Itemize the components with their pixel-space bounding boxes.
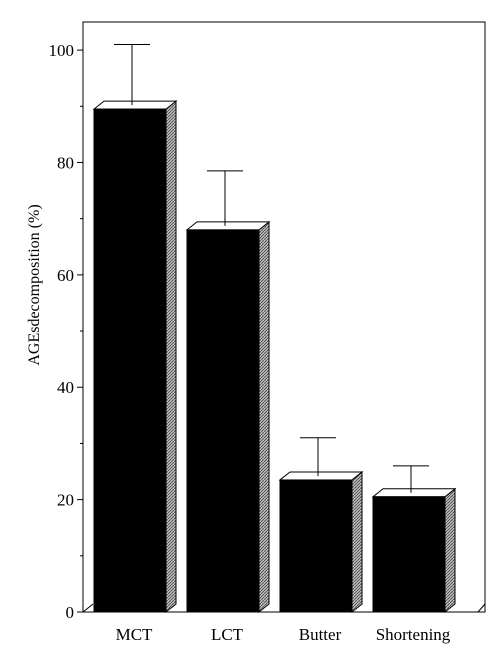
floor-depth-right bbox=[477, 603, 486, 613]
floor-depth-left bbox=[82, 603, 94, 613]
bar bbox=[92, 100, 178, 614]
bar-side bbox=[351, 470, 363, 614]
bar bbox=[278, 470, 364, 614]
bar bbox=[371, 487, 457, 614]
bar-side bbox=[258, 220, 270, 614]
y-tick-label: 40 bbox=[57, 378, 74, 397]
y-axis: 0 20 40 60 80 100 bbox=[49, 22, 84, 622]
bar-front bbox=[279, 479, 353, 613]
bar-side bbox=[165, 100, 177, 614]
bar-top bbox=[185, 221, 271, 231]
y-tick-label: 80 bbox=[57, 153, 74, 172]
bar-top bbox=[371, 488, 457, 498]
bar-front bbox=[372, 496, 446, 613]
y-axis-title: AGEsdecomposition (%) bbox=[26, 204, 43, 365]
bar-front bbox=[93, 108, 167, 613]
y-tick-label: 0 bbox=[66, 603, 75, 622]
x-tick-label: MCT bbox=[116, 625, 153, 644]
bar-top bbox=[92, 100, 178, 110]
x-tick-label: LCT bbox=[211, 625, 244, 644]
x-axis-labels: MCT LCT Butter Shortening bbox=[116, 625, 451, 644]
bar-group bbox=[92, 43, 457, 614]
bar-front bbox=[186, 229, 260, 613]
y-tick-label: 100 bbox=[49, 41, 75, 60]
bar-top bbox=[278, 471, 364, 481]
y-tick-label: 60 bbox=[57, 266, 74, 285]
x-tick-label: Butter bbox=[299, 625, 342, 644]
x-tick-label: Shortening bbox=[376, 625, 451, 644]
bar-side bbox=[444, 487, 456, 614]
y-tick-label: 20 bbox=[57, 491, 74, 510]
bar bbox=[185, 220, 271, 614]
